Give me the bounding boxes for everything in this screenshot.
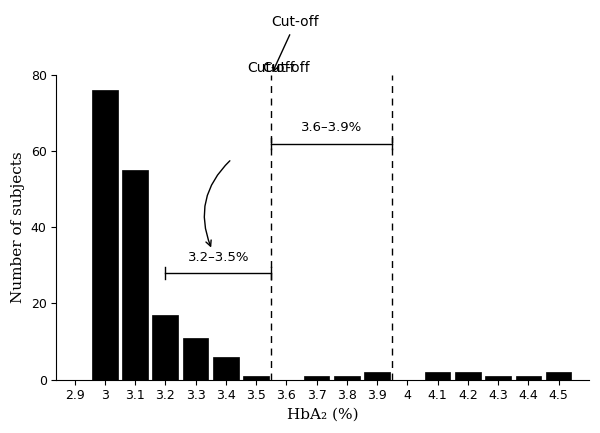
Text: 3.2–3.5%: 3.2–3.5% [188, 251, 249, 264]
Bar [364, 372, 390, 380]
Text: Cut-off: Cut-off [263, 61, 310, 75]
Bar [183, 338, 208, 380]
Y-axis label: Number of subjects: Number of subjects [11, 152, 25, 303]
Bar [243, 376, 269, 380]
Bar [425, 372, 451, 380]
Bar [304, 376, 329, 380]
Bar [92, 90, 118, 380]
Bar [546, 372, 571, 380]
Text: 3.6–3.9%: 3.6–3.9% [301, 121, 362, 134]
Bar [515, 376, 541, 380]
Bar [152, 315, 178, 380]
Bar [485, 376, 511, 380]
Bar [455, 372, 481, 380]
Text: Cut-off: Cut-off [272, 16, 319, 71]
Bar [334, 376, 360, 380]
Text: Cut-off: Cut-off [247, 61, 295, 75]
Bar [213, 357, 239, 380]
Bar [122, 170, 148, 380]
X-axis label: HbA₂ (%): HbA₂ (%) [287, 408, 358, 422]
